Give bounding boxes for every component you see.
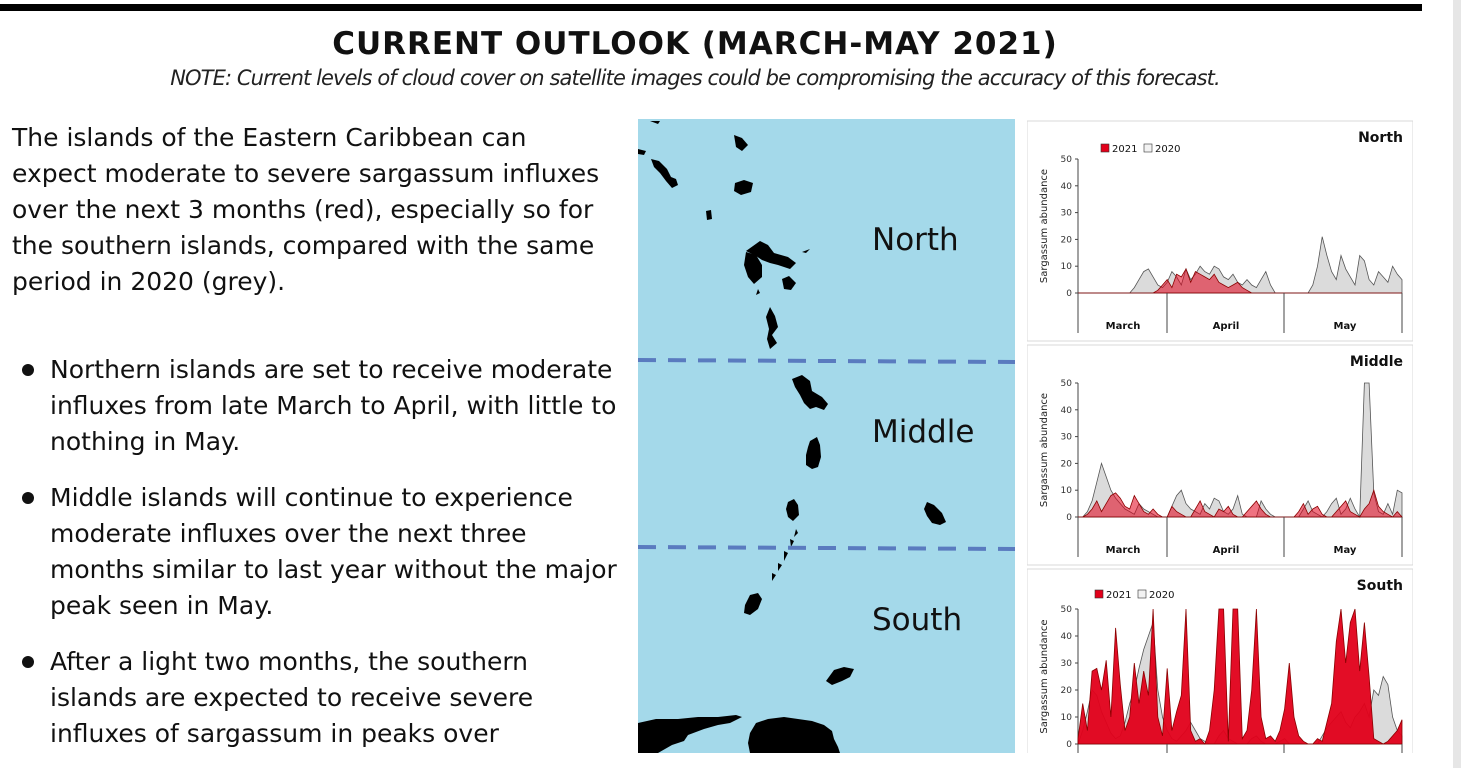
- region-dividers: [638, 358, 1015, 551]
- top-rule: [0, 4, 1422, 11]
- month-label: May: [1334, 545, 1357, 556]
- bullet-dot-icon: [22, 492, 34, 504]
- month-label: April: [1213, 545, 1240, 556]
- month-label: April: [1213, 321, 1240, 332]
- island: [766, 307, 778, 349]
- y-axis-label: Sargassum abundance: [1039, 169, 1050, 283]
- island: [744, 252, 762, 284]
- bullet-dot-icon: [22, 364, 34, 376]
- abundance-charts: 0 10 20 30 40 50 Sargassum abundance March April…: [1027, 119, 1413, 753]
- island-shapes: [638, 121, 1015, 753]
- island: [786, 499, 799, 521]
- y-tick-label: 0: [1066, 513, 1072, 523]
- island: [778, 563, 782, 571]
- bullet-list: Northern islands are set to receive mode…: [20, 352, 620, 772]
- chart-title: North: [1358, 130, 1403, 146]
- island: [734, 135, 748, 151]
- y-tick-label: 20: [1061, 235, 1073, 245]
- forecast-note: NOTE: Current levels of cloud cover on s…: [170, 66, 1220, 90]
- legend-swatch-2021: [1094, 589, 1104, 599]
- right-edge-strip: [1453, 0, 1461, 768]
- region-label-middle: Middle: [872, 414, 975, 450]
- bullet-north: Northern islands are set to receive mode…: [20, 352, 620, 460]
- intro-paragraph: The islands of the Eastern Caribbean can…: [12, 123, 600, 296]
- y-axis-label: Sargassum abundance: [1039, 619, 1050, 733]
- chart-panel-north: 0 10 20 30 40 50 Sargassum abundance March April…: [1027, 120, 1413, 342]
- y-tick-label: 40: [1061, 632, 1073, 642]
- island: [794, 529, 798, 537]
- bullet-middle: Middle islands will continue to experien…: [20, 480, 620, 624]
- legend-label-2021: 2021: [1106, 590, 1131, 601]
- island: [806, 437, 821, 469]
- island: [924, 502, 946, 525]
- page-title: CURRENT OUTLOOK (MARCH-MAY 2021): [332, 26, 1058, 62]
- y-tick-label: 20: [1061, 686, 1073, 696]
- island: [826, 667, 854, 685]
- panel-frame: [1027, 120, 1413, 342]
- charts-svg: 0 10 20 30 40 50 Sargassum abundance March April…: [1027, 120, 1413, 753]
- month-label: March: [1106, 321, 1141, 332]
- y-tick-label: 30: [1061, 659, 1073, 669]
- island: [746, 241, 796, 269]
- bullet-text: Middle islands will continue to experien…: [50, 483, 617, 620]
- island: [638, 715, 742, 753]
- island: [772, 573, 776, 581]
- y-tick-label: 50: [1061, 155, 1073, 165]
- island: [802, 249, 810, 253]
- bullet-text: After a light two months, the southern i…: [50, 647, 534, 748]
- island: [790, 539, 794, 547]
- legend-swatch-2021: [1100, 143, 1110, 153]
- y-tick-label: 30: [1061, 433, 1073, 443]
- legend-swatch-2020: [1137, 589, 1147, 599]
- island: [706, 210, 712, 220]
- y-tick-label: 20: [1061, 459, 1073, 469]
- divider-north-middle: [638, 358, 1015, 364]
- island: [756, 289, 760, 295]
- island: [784, 551, 788, 561]
- legend-label-2020: 2020: [1155, 144, 1180, 155]
- island: [734, 180, 753, 195]
- y-tick-label: 10: [1061, 713, 1073, 723]
- y-tick-label: 40: [1061, 182, 1073, 192]
- caribbean-map: North Middle South: [638, 119, 1015, 753]
- island: [748, 717, 840, 753]
- chart-title: Middle: [1350, 354, 1403, 370]
- y-tick-label: 40: [1061, 406, 1073, 416]
- island: [782, 276, 796, 290]
- bullet-text: Northern islands are set to receive mode…: [50, 355, 617, 456]
- series-area-2021: [1077, 608, 1403, 745]
- chart-panel-middle: 0 10 20 30 40 50 Sargassum abundance March April…: [1027, 344, 1413, 566]
- island: [744, 593, 762, 615]
- y-tick-label: 0: [1066, 289, 1072, 299]
- legend-swatch-2020: [1143, 143, 1153, 153]
- y-tick-label: 10: [1061, 486, 1073, 496]
- series-area-2020: [1078, 236, 1403, 294]
- y-tick-label: 50: [1061, 605, 1073, 615]
- island: [651, 159, 678, 188]
- series-area-2021: [1078, 267, 1402, 294]
- chart-title: South: [1357, 578, 1403, 594]
- series-area-2021: [1078, 488, 1403, 518]
- region-label-north: North: [872, 222, 959, 258]
- month-label: March: [1106, 545, 1141, 556]
- y-tick-label: 0: [1066, 740, 1072, 750]
- y-tick-label: 30: [1061, 209, 1073, 219]
- legend-label-2021: 2021: [1112, 144, 1137, 155]
- island: [638, 149, 646, 155]
- divider-middle-south: [638, 545, 1015, 551]
- bullet-dot-icon: [22, 656, 34, 668]
- region-label-south: South: [872, 602, 963, 638]
- y-axis-label: Sargassum abundance: [1039, 393, 1050, 507]
- island: [650, 121, 660, 124]
- legend-label-2020: 2020: [1149, 590, 1174, 601]
- y-tick-label: 10: [1061, 262, 1073, 272]
- bullet-south: After a light two months, the southern i…: [20, 644, 620, 752]
- island: [792, 375, 828, 410]
- panel-frame: [1027, 344, 1413, 566]
- y-tick-label: 50: [1061, 379, 1073, 389]
- month-label: May: [1334, 321, 1357, 332]
